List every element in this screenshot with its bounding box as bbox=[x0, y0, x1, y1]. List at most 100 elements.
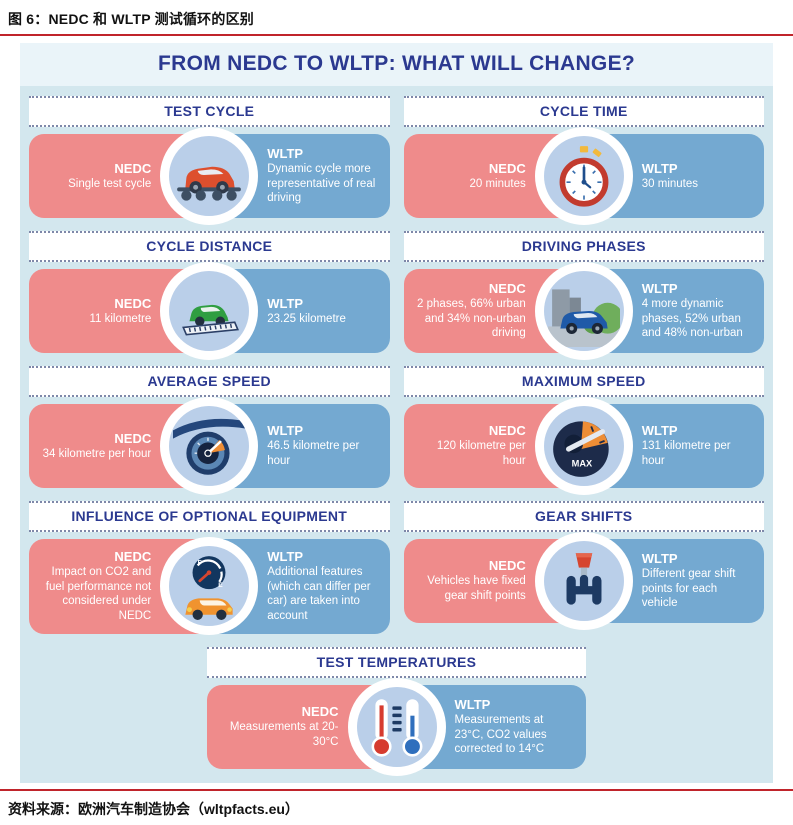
nedc-wltp-infographic: FROM NEDC TO WLTP: WHAT WILL CHANGE? TES… bbox=[20, 43, 773, 783]
card-maximum-speed: MAXIMUM SPEED NEDC 120 kilometre per hou… bbox=[403, 366, 764, 495]
card-title-strip: TEST TEMPERATURES bbox=[206, 646, 587, 678]
nedc-label: NEDC bbox=[488, 280, 526, 296]
card-average-speed: AVERAGE SPEED NEDC 34 kilometre per hour… bbox=[29, 366, 390, 495]
card-title: TEST TEMPERATURES bbox=[316, 653, 477, 670]
max-gauge-label: MAX bbox=[571, 459, 592, 469]
stopwatch-icon bbox=[559, 146, 609, 207]
nedc-label: NEDC bbox=[114, 160, 152, 176]
card-driving-phases: DRIVING PHASES NEDC 2 phases, 66% urban … bbox=[403, 231, 764, 360]
wltp-label: WLTP bbox=[641, 550, 678, 566]
wltp-label: WLTP bbox=[641, 280, 678, 296]
cards-grid: TEST CYCLE NEDC Single test cycle WLTP D… bbox=[20, 86, 773, 776]
icon-disc bbox=[169, 406, 250, 486]
wltp-description: Different gear shift points for each veh… bbox=[641, 567, 736, 610]
nedc-description: Measurements at 20-30°C bbox=[229, 721, 339, 748]
nedc-label: NEDC bbox=[488, 558, 526, 574]
card-cycle-time: CYCLE TIME NEDC 20 minutes WLTP 30 minut… bbox=[403, 96, 764, 225]
card-title: TEST CYCLE bbox=[164, 103, 255, 119]
icon-disc bbox=[543, 136, 624, 216]
icon-disc bbox=[169, 136, 250, 216]
car-on-dyno-icon bbox=[177, 166, 242, 201]
icon-circle bbox=[534, 127, 633, 225]
card-title-strip: INFLUENCE OF OPTIONAL EQUIPMENT bbox=[29, 501, 390, 532]
icon-disc bbox=[169, 271, 250, 351]
icon-circle bbox=[347, 677, 446, 776]
wltp-description: 131 kilometre per hour bbox=[641, 440, 731, 467]
card-title-strip: CYCLE TIME bbox=[403, 96, 764, 127]
card-title: CYCLE DISTANCE bbox=[146, 238, 273, 254]
nedc-label: NEDC bbox=[301, 704, 339, 720]
nedc-label: NEDC bbox=[114, 430, 152, 446]
nedc-description: 11 kilometre bbox=[89, 312, 152, 325]
fuel-full-label: F bbox=[198, 560, 202, 567]
card-title-strip: DRIVING PHASES bbox=[403, 231, 764, 262]
thermometers-icon bbox=[371, 699, 422, 757]
comparison-band: NEDC 120 kilometre per hour WLTP 131 kil… bbox=[403, 397, 764, 495]
gear-shift-icon bbox=[566, 553, 602, 605]
wltp-label: WLTP bbox=[641, 423, 678, 439]
card-title-strip: AVERAGE SPEED bbox=[29, 366, 390, 397]
speedometer-icon bbox=[173, 418, 246, 475]
icon-circle bbox=[160, 127, 259, 225]
wltp-label: WLTP bbox=[267, 145, 304, 161]
nedc-description: 120 kilometre per hour bbox=[436, 440, 526, 467]
driving-scene-icon bbox=[547, 289, 620, 347]
icon-disc: F E bbox=[169, 546, 250, 627]
nedc-label: NEDC bbox=[488, 423, 526, 439]
wltp-description: Dynamic cycle more representative of rea… bbox=[267, 162, 376, 205]
wltp-label: WLTP bbox=[267, 549, 304, 564]
wltp-description: 4 more dynamic phases, 52% urban and 48%… bbox=[641, 297, 743, 340]
card-title-strip: CYCLE DISTANCE bbox=[29, 231, 390, 262]
icon-circle bbox=[534, 532, 633, 630]
wltp-description: Additional features (which can differ pe… bbox=[267, 566, 371, 623]
icon-circle: MAX bbox=[534, 397, 633, 495]
card-title: DRIVING PHASES bbox=[521, 238, 646, 254]
top-rule bbox=[0, 34, 793, 36]
wltp-label: WLTP bbox=[267, 423, 304, 439]
comparison-band: NEDC 2 phases, 66% urban and 34% non-urb… bbox=[403, 262, 764, 360]
bottom-rule bbox=[0, 788, 793, 791]
comparison-band: NEDC Measurements at 20-30°C WLTP Measur… bbox=[206, 677, 587, 776]
source-note: 资料来源：欧洲汽车制造协会（wltpfacts.eu） bbox=[8, 800, 299, 817]
fuel-empty-label: E bbox=[219, 582, 224, 589]
icon-disc bbox=[356, 686, 437, 767]
wltp-label: WLTP bbox=[267, 295, 304, 311]
comparison-band: NEDC 34 kilometre per hour WLTP 46.5 kil… bbox=[29, 397, 390, 495]
comparison-band: NEDC Vehicles have fixed gear shift poin… bbox=[403, 532, 764, 630]
speedometer-max-icon: MAX bbox=[552, 421, 609, 477]
infographic-title: FROM NEDC TO WLTP: WHAT WILL CHANGE? bbox=[20, 43, 773, 86]
nedc-label: NEDC bbox=[114, 549, 152, 564]
nedc-description: 20 minutes bbox=[469, 177, 526, 190]
nedc-description: Vehicles have fixed gear shift points bbox=[427, 575, 526, 602]
card-title: CYCLE TIME bbox=[539, 103, 628, 119]
nedc-label: NEDC bbox=[114, 295, 152, 311]
nedc-description: 2 phases, 66% urban and 34% non-urban dr… bbox=[417, 297, 526, 340]
figure-caption: 图 6：NEDC 和 WLTP 测试循环的区别 bbox=[8, 11, 254, 27]
card-gear-shifts: GEAR SHIFTS NEDC Vehicles have fixed gea… bbox=[403, 501, 764, 634]
card-title: AVERAGE SPEED bbox=[147, 373, 271, 389]
wltp-description: 23.25 kilometre bbox=[267, 312, 346, 325]
nedc-description: 34 kilometre per hour bbox=[42, 447, 152, 460]
card-title: INFLUENCE OF OPTIONAL EQUIPMENT bbox=[71, 508, 348, 524]
icon-disc: MAX bbox=[543, 406, 624, 486]
wltp-description: 30 minutes bbox=[641, 177, 699, 190]
wltp-description: 46.5 kilometre per hour bbox=[267, 440, 360, 467]
card-optional-equipment: INFLUENCE OF OPTIONAL EQUIPMENT NEDC Imp… bbox=[29, 501, 390, 636]
wltp-label: WLTP bbox=[454, 696, 491, 712]
nedc-description: Impact on CO2 and fuel performance not c… bbox=[45, 566, 152, 623]
wltp-description: Measurements at 23°C, CO2 values correct… bbox=[454, 713, 547, 756]
icon-circle bbox=[160, 397, 259, 495]
comparison-band: NEDC 20 minutes WLTP 30 minutes bbox=[403, 127, 764, 225]
wltp-label: WLTP bbox=[641, 160, 678, 176]
card-title: GEAR SHIFTS bbox=[535, 508, 633, 524]
card-cycle-distance: CYCLE DISTANCE NEDC 11 kilometre WLTP 23… bbox=[29, 231, 390, 360]
icon-circle bbox=[534, 262, 633, 360]
comparison-band: NEDC 11 kilometre WLTP 23.25 kilometre bbox=[29, 262, 390, 360]
card-test-cycle: TEST CYCLE NEDC Single test cycle WLTP D… bbox=[29, 96, 390, 225]
nedc-description: Single test cycle bbox=[68, 177, 152, 190]
card-title-strip: GEAR SHIFTS bbox=[403, 501, 764, 532]
car-on-ruler-icon bbox=[182, 304, 240, 336]
card-test-temperatures: TEST TEMPERATURES NEDC Measurements at 2… bbox=[206, 646, 587, 776]
comparison-band: NEDC Single test cycle WLTP Dynamic cycl… bbox=[29, 127, 390, 225]
comparison-band: NEDC Impact on CO2 and fuel performance … bbox=[29, 537, 390, 636]
